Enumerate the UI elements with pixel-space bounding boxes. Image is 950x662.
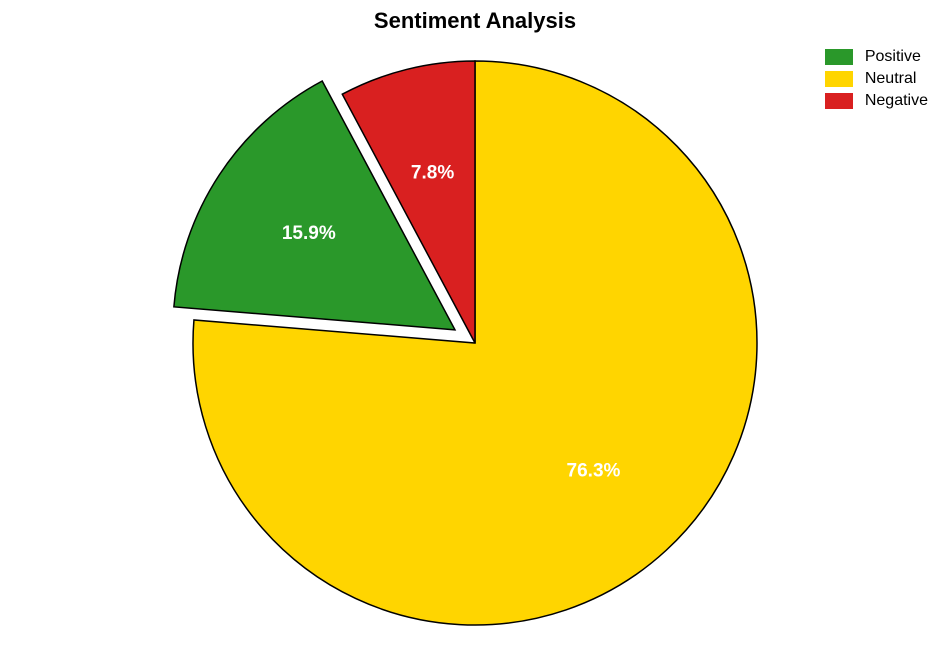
- legend-swatch-positive: [825, 49, 853, 65]
- pie-label-negative: 7.8%: [411, 162, 454, 183]
- legend-swatch-negative: [825, 93, 853, 109]
- legend-label-neutral: Neutral: [865, 70, 917, 88]
- legend-item-negative: Negative: [825, 92, 928, 110]
- legend-label-negative: Negative: [865, 92, 928, 110]
- legend: Positive Neutral Negative: [825, 48, 928, 114]
- pie-label-positive: 15.9%: [282, 223, 336, 244]
- legend-label-positive: Positive: [865, 48, 921, 66]
- sentiment-pie-chart: Sentiment Analysis 76.3%15.9%7.8% Positi…: [0, 0, 950, 662]
- legend-item-positive: Positive: [825, 48, 928, 66]
- pie-label-neutral: 76.3%: [567, 461, 621, 482]
- legend-item-neutral: Neutral: [825, 70, 928, 88]
- pie-svg: 76.3% 15.9% 7.8%: [0, 0, 950, 662]
- legend-swatch-neutral: [825, 71, 853, 87]
